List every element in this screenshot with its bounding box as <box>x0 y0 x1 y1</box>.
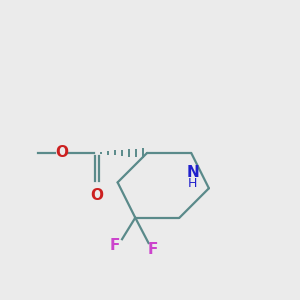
Text: O: O <box>55 146 68 160</box>
Text: F: F <box>148 242 158 257</box>
Text: O: O <box>91 188 103 203</box>
Text: H: H <box>188 177 197 190</box>
Text: F: F <box>110 238 120 253</box>
Text: N: N <box>186 165 199 180</box>
